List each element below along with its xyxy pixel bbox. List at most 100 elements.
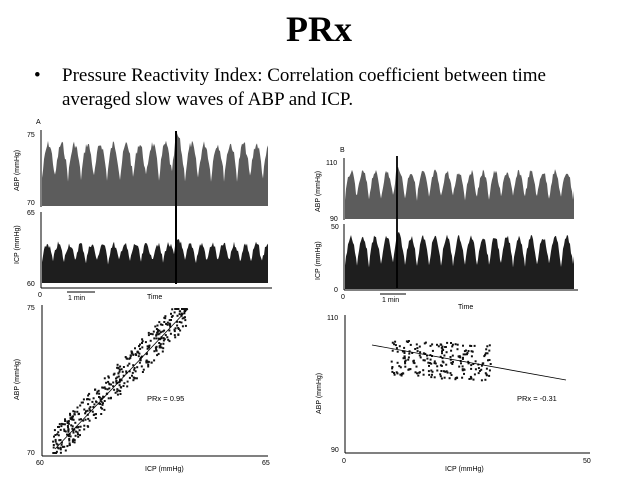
- panel-b-scatter-point: [445, 351, 448, 354]
- panel-a-scatter-point: [167, 338, 170, 341]
- panel-a-scatter-point: [181, 317, 184, 320]
- panel-a-scatter-point: [88, 398, 91, 401]
- panel-a-scatter-point: [71, 427, 74, 430]
- panel-a-scatter-point: [149, 332, 152, 335]
- panel-b-scatter-point: [405, 340, 408, 343]
- panel-a-time-label: Time: [147, 294, 162, 301]
- panel-a-scatter-point: [159, 343, 162, 346]
- panel-a-scatter-point: [88, 392, 91, 395]
- panel-b-scatter-point: [436, 369, 439, 372]
- panel-a-scatter-point: [54, 440, 57, 443]
- panel-a-scatter-point: [94, 417, 97, 419]
- panel-b-scatter-point: [448, 377, 451, 380]
- panel-a-scatter-point: [85, 410, 87, 413]
- panel-a-scatter-point: [118, 380, 121, 383]
- panel-b-scatter-point: [436, 365, 439, 368]
- panel-a-scatter-point: [182, 308, 185, 310]
- panel-a-scatter-point: [168, 340, 171, 343]
- panel-a-scatter-point: [108, 387, 111, 390]
- panel-a-scatter-point: [173, 328, 176, 331]
- panel-a-scatter-point: [159, 331, 162, 334]
- panel-b-scatter-point: [462, 356, 464, 359]
- panel-a-scatter-point: [152, 330, 155, 333]
- panel-a-scatter-point: [163, 338, 166, 341]
- panel-a-scatter-point: [59, 439, 62, 441]
- panel-a-scatter-point: [178, 310, 181, 313]
- panel-a-scatter-point: [180, 321, 183, 324]
- panel-a-scatter-point: [112, 385, 115, 388]
- panel-a-scatter-point: [130, 352, 133, 355]
- panel-b-scatter-point: [480, 364, 483, 367]
- panel-a-scatter-point: [176, 314, 179, 317]
- panel-a-scatter-point: [125, 371, 128, 374]
- panel-a-scatter-point: [83, 408, 86, 411]
- panel-a-scatter-point: [153, 337, 156, 340]
- panel-a-scatter-point: [161, 330, 164, 333]
- panel-a-scatter-point: [118, 370, 121, 373]
- panel-a-scatter-point: [55, 450, 58, 453]
- panel-b-icp-tick-top: 50: [331, 224, 339, 231]
- panel-b-scatter-point: [488, 359, 491, 361]
- panel-a-scatter-point: [62, 423, 65, 426]
- panel-b-scatter-point: [445, 370, 448, 373]
- panel-b-scatter-point: [395, 371, 398, 374]
- panel-b-scatter-point: [430, 362, 433, 365]
- panel-a-scatter-point: [79, 425, 82, 428]
- panel-a-scatter-point: [137, 355, 140, 358]
- panel-a-scatter-point: [88, 407, 91, 410]
- panel-a-scatter-point: [184, 310, 186, 312]
- panel-b-scatter-point: [454, 343, 457, 346]
- panel-a-scatter-point: [112, 381, 115, 384]
- panel-b-scatter-point: [398, 345, 401, 348]
- panel-b-scatter-point: [450, 349, 453, 352]
- panel-a-scatter-point: [177, 308, 180, 310]
- panel-a-scatter-point: [67, 422, 70, 425]
- panel-b-scatter-point: [480, 368, 483, 371]
- panel-a-scatter-point: [81, 401, 84, 404]
- panel-a-scatter-point: [139, 347, 142, 350]
- panel-b-scatter-point: [439, 375, 442, 378]
- panel-a-scatter-point: [116, 366, 119, 369]
- panel-a-scatter-point: [156, 324, 159, 327]
- panel-a-scatter-point: [153, 350, 156, 353]
- panel-b-scatter-point: [409, 343, 412, 346]
- panel-b-scatter-point: [441, 347, 444, 350]
- panel-b-scale-bar-label: 1 min: [382, 297, 399, 304]
- panel-b-scatter-point: [485, 367, 488, 370]
- panel-a-scatter-point: [70, 424, 73, 427]
- panel-b-scatter-point: [473, 344, 476, 347]
- panel-b-scatter-point: [463, 350, 466, 353]
- panel-a-scatter-point: [71, 440, 74, 443]
- panel-a-scatter-point: [141, 342, 143, 344]
- panel-b-scatter-point: [487, 359, 489, 362]
- panel-a-scatter-point: [67, 420, 70, 423]
- panel-b-scatter-point: [433, 360, 436, 363]
- panel-b-scatter-point: [419, 356, 422, 359]
- panel-a-scatter-point: [184, 324, 187, 327]
- panel-a-scatter-point: [57, 447, 60, 450]
- panel-b-scatter-point: [450, 374, 453, 376]
- panel-b-scatter-point: [391, 341, 394, 344]
- panel-a-scatter-point: [104, 387, 107, 390]
- panel-a-scatter-point: [178, 313, 181, 316]
- panel-a-scatter-point: [67, 421, 70, 424]
- panel-a-scatter-point: [68, 442, 71, 445]
- panel-b-scatter-point: [445, 363, 448, 366]
- panel-a-scatter-point: [77, 435, 80, 438]
- panel-a-scatter-x-left: 60: [36, 460, 44, 467]
- panel-a-scatter-point: [95, 392, 98, 395]
- panel-b-scatter-point: [430, 376, 433, 379]
- panel-a-scatter-point: [128, 376, 131, 379]
- panel-a-scatter-point: [170, 319, 172, 321]
- panel-a-scatter-point: [126, 380, 129, 383]
- panel-a-scatter-point: [117, 389, 120, 392]
- panel-a-scatter-points: [52, 308, 188, 454]
- panel-b-scatter-point: [443, 376, 446, 379]
- panel-a-scatter-point: [126, 357, 129, 360]
- panel-a-scatter-point: [134, 347, 136, 350]
- panel-a-scatter-point: [102, 402, 104, 405]
- panel-b-scatter-point: [480, 379, 483, 382]
- panel-b-scatter-point: [409, 368, 412, 371]
- panel-a-scatter-point: [122, 366, 125, 368]
- panel-b-scatter-point: [471, 350, 474, 353]
